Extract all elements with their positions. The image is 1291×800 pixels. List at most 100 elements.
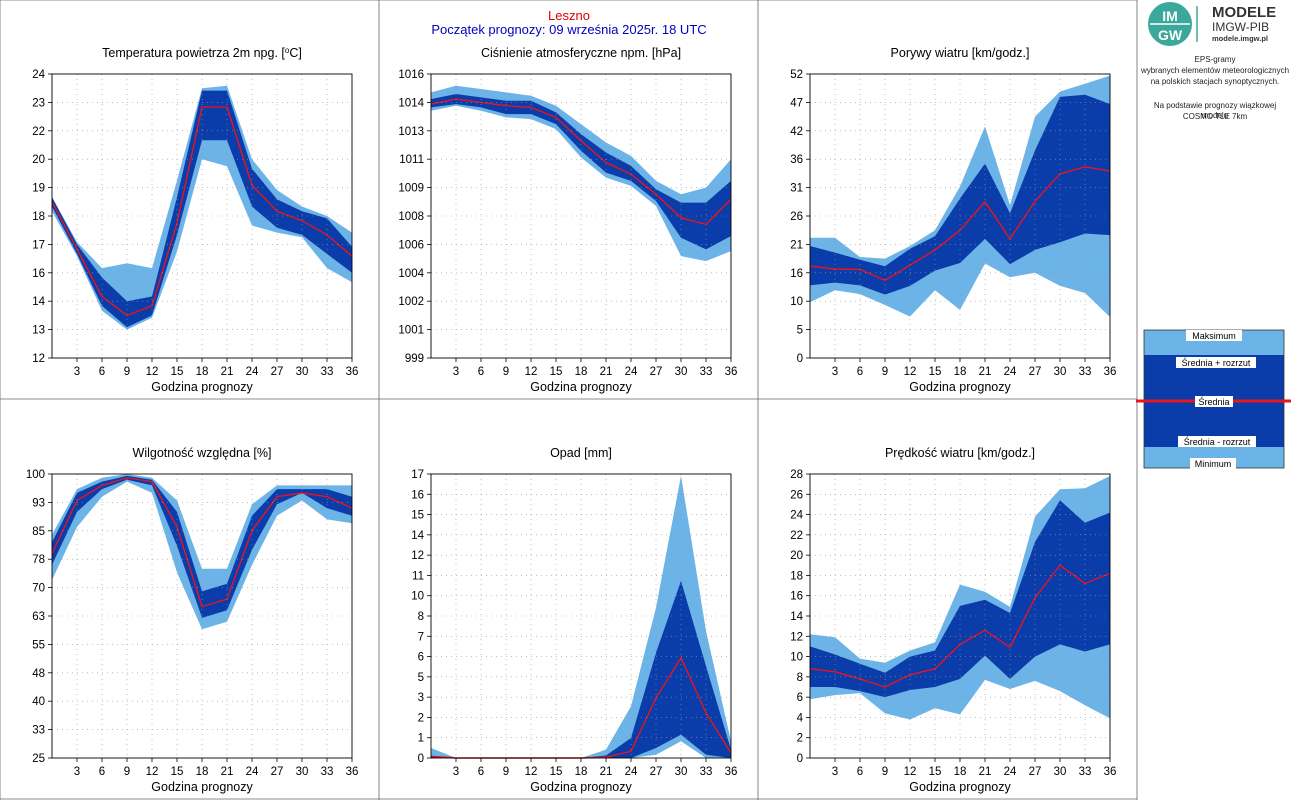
x-tick-label: 15	[929, 766, 942, 778]
x-tick-label: 3	[74, 366, 80, 378]
x-tick-label: 6	[857, 766, 863, 778]
mean-line	[51, 106, 353, 317]
y-tick-label: 42	[790, 126, 803, 138]
y-tick-label: 47	[790, 97, 803, 109]
x-tick-label: 15	[171, 366, 184, 378]
legend-label-bg-upper	[1176, 357, 1256, 368]
band-min-max	[52, 85, 352, 330]
x-tick-label: 30	[1054, 766, 1067, 778]
x-tick-label: 18	[196, 366, 209, 378]
x-tick-label: 30	[296, 766, 309, 778]
x-tick-label: 9	[503, 366, 509, 378]
chart-title-tail: C]	[289, 46, 302, 60]
y-tick-label: 8	[797, 672, 803, 684]
y-tick-label: 93	[32, 497, 45, 509]
chart-title: Temperatura powietrza 2m npg. [oC]	[102, 46, 302, 61]
y-tick-label: 6	[418, 652, 424, 664]
x-axis-label: Godzina prognozy	[151, 780, 253, 794]
legend-mean-label: Średnia	[1198, 396, 1229, 407]
plot-frame	[430, 73, 732, 359]
band-mean-spread	[52, 475, 352, 618]
x-tick-label: 21	[221, 766, 234, 778]
x-tick-label: 9	[882, 366, 888, 378]
y-tick-label: 19	[32, 183, 45, 195]
y-tick-label: 0	[418, 753, 424, 765]
x-tick-label: 33	[321, 766, 334, 778]
band-min-max	[52, 474, 352, 630]
x-tick-label: 21	[600, 766, 613, 778]
x-tick-label: 21	[221, 366, 234, 378]
logo-title: MODELE	[1212, 4, 1277, 21]
x-axis-label: Godzina prognozy	[909, 380, 1011, 394]
y-tick-label: 15	[411, 510, 424, 522]
x-tick-label: 18	[954, 766, 967, 778]
x-axis-label: Godzina prognozy	[909, 780, 1011, 794]
y-tick-label: 55	[32, 639, 45, 651]
side-text-1: EPS-gramy	[1194, 55, 1236, 64]
legend-upper-label: Średnia + rozrzut	[1182, 357, 1251, 368]
x-tick-label: 3	[832, 766, 838, 778]
y-tick-label: 14	[790, 611, 803, 623]
y-tick-label: 21	[790, 239, 803, 251]
legend-label-bg-lower	[1178, 436, 1256, 447]
x-tick-label: 9	[124, 366, 130, 378]
y-tick-label: 6	[797, 692, 803, 704]
plot-frame	[51, 473, 353, 759]
x-tick-label: 27	[650, 766, 663, 778]
x-tick-label: 15	[550, 766, 563, 778]
logo-url[interactable]: modele.imgw.pl	[1212, 34, 1268, 43]
y-tick-label: 1008	[398, 211, 424, 223]
y-tick-label: 1009	[398, 183, 424, 195]
y-tick-label: 10	[790, 296, 803, 308]
x-tick-label: 36	[725, 366, 738, 378]
chart-title-main: Porywy wiatru [km/godz.]	[891, 46, 1030, 60]
y-tick-label: 52	[790, 69, 803, 81]
chart-title-main: Wilgotność względna [%]	[133, 446, 272, 460]
y-tick-label: 17	[32, 239, 45, 251]
y-tick-label: 11	[412, 570, 424, 582]
legend-label-bg-min	[1190, 458, 1236, 469]
x-tick-label: 18	[575, 766, 588, 778]
x-tick-label: 6	[478, 766, 484, 778]
x-tick-label: 12	[525, 766, 538, 778]
y-tick-label: 31	[790, 183, 803, 195]
y-tick-label: 1013	[398, 126, 424, 138]
y-tick-label: 10	[411, 591, 424, 603]
chart-title-main: Prędkość wiatru [km/godz.]	[885, 446, 1035, 460]
y-tick-label: 2	[797, 733, 803, 745]
y-tick-label: 5	[797, 325, 803, 337]
y-tick-label: 16	[790, 268, 803, 280]
x-tick-label: 36	[1104, 366, 1117, 378]
y-tick-label: 48	[32, 668, 45, 680]
y-tick-label: 18	[790, 570, 803, 582]
x-tick-label: 24	[1004, 766, 1017, 778]
chart-title-main: Ciśnienie atmosferyczne npm. [hPa]	[481, 46, 681, 60]
y-tick-label: 40	[32, 696, 45, 708]
y-tick-label: 12	[411, 550, 424, 562]
x-tick-label: 36	[346, 366, 359, 378]
x-tick-label: 6	[99, 766, 105, 778]
chart-1: Ciśnienie atmosferyczne npm. [hPa] 999 100…	[398, 46, 737, 394]
chart-0: Temperatura powietrza 2m npg. [oC] 12 13 14…	[32, 46, 358, 395]
plot-frame	[51, 73, 353, 359]
y-tick-label: 13	[32, 325, 45, 337]
plot-frame	[430, 473, 732, 759]
y-tick-label: 36	[790, 154, 803, 166]
x-tick-label: 12	[525, 366, 538, 378]
y-tick-label: 26	[790, 211, 803, 223]
x-tick-label: 27	[1029, 766, 1042, 778]
x-tick-label: 33	[1079, 766, 1092, 778]
y-tick-label: 10	[790, 652, 803, 664]
y-tick-label: 14	[32, 296, 45, 308]
y-tick-label: 22	[32, 126, 45, 138]
x-tick-label: 24	[246, 766, 259, 778]
band-legend: Maksimum Średnia + rozrzut Średnia Średn…	[1136, 329, 1291, 469]
y-tick-label: 33	[32, 725, 45, 737]
side-text-3: na polskich stacjach synoptycznych.	[1150, 77, 1280, 86]
x-tick-label: 9	[503, 766, 509, 778]
y-tick-label: 5	[418, 672, 424, 684]
x-tick-label: 33	[1079, 366, 1092, 378]
side-text-5: COSMO TLE 7km	[1182, 112, 1248, 121]
x-tick-label: 18	[575, 366, 588, 378]
y-tick-label: 1016	[398, 69, 424, 81]
